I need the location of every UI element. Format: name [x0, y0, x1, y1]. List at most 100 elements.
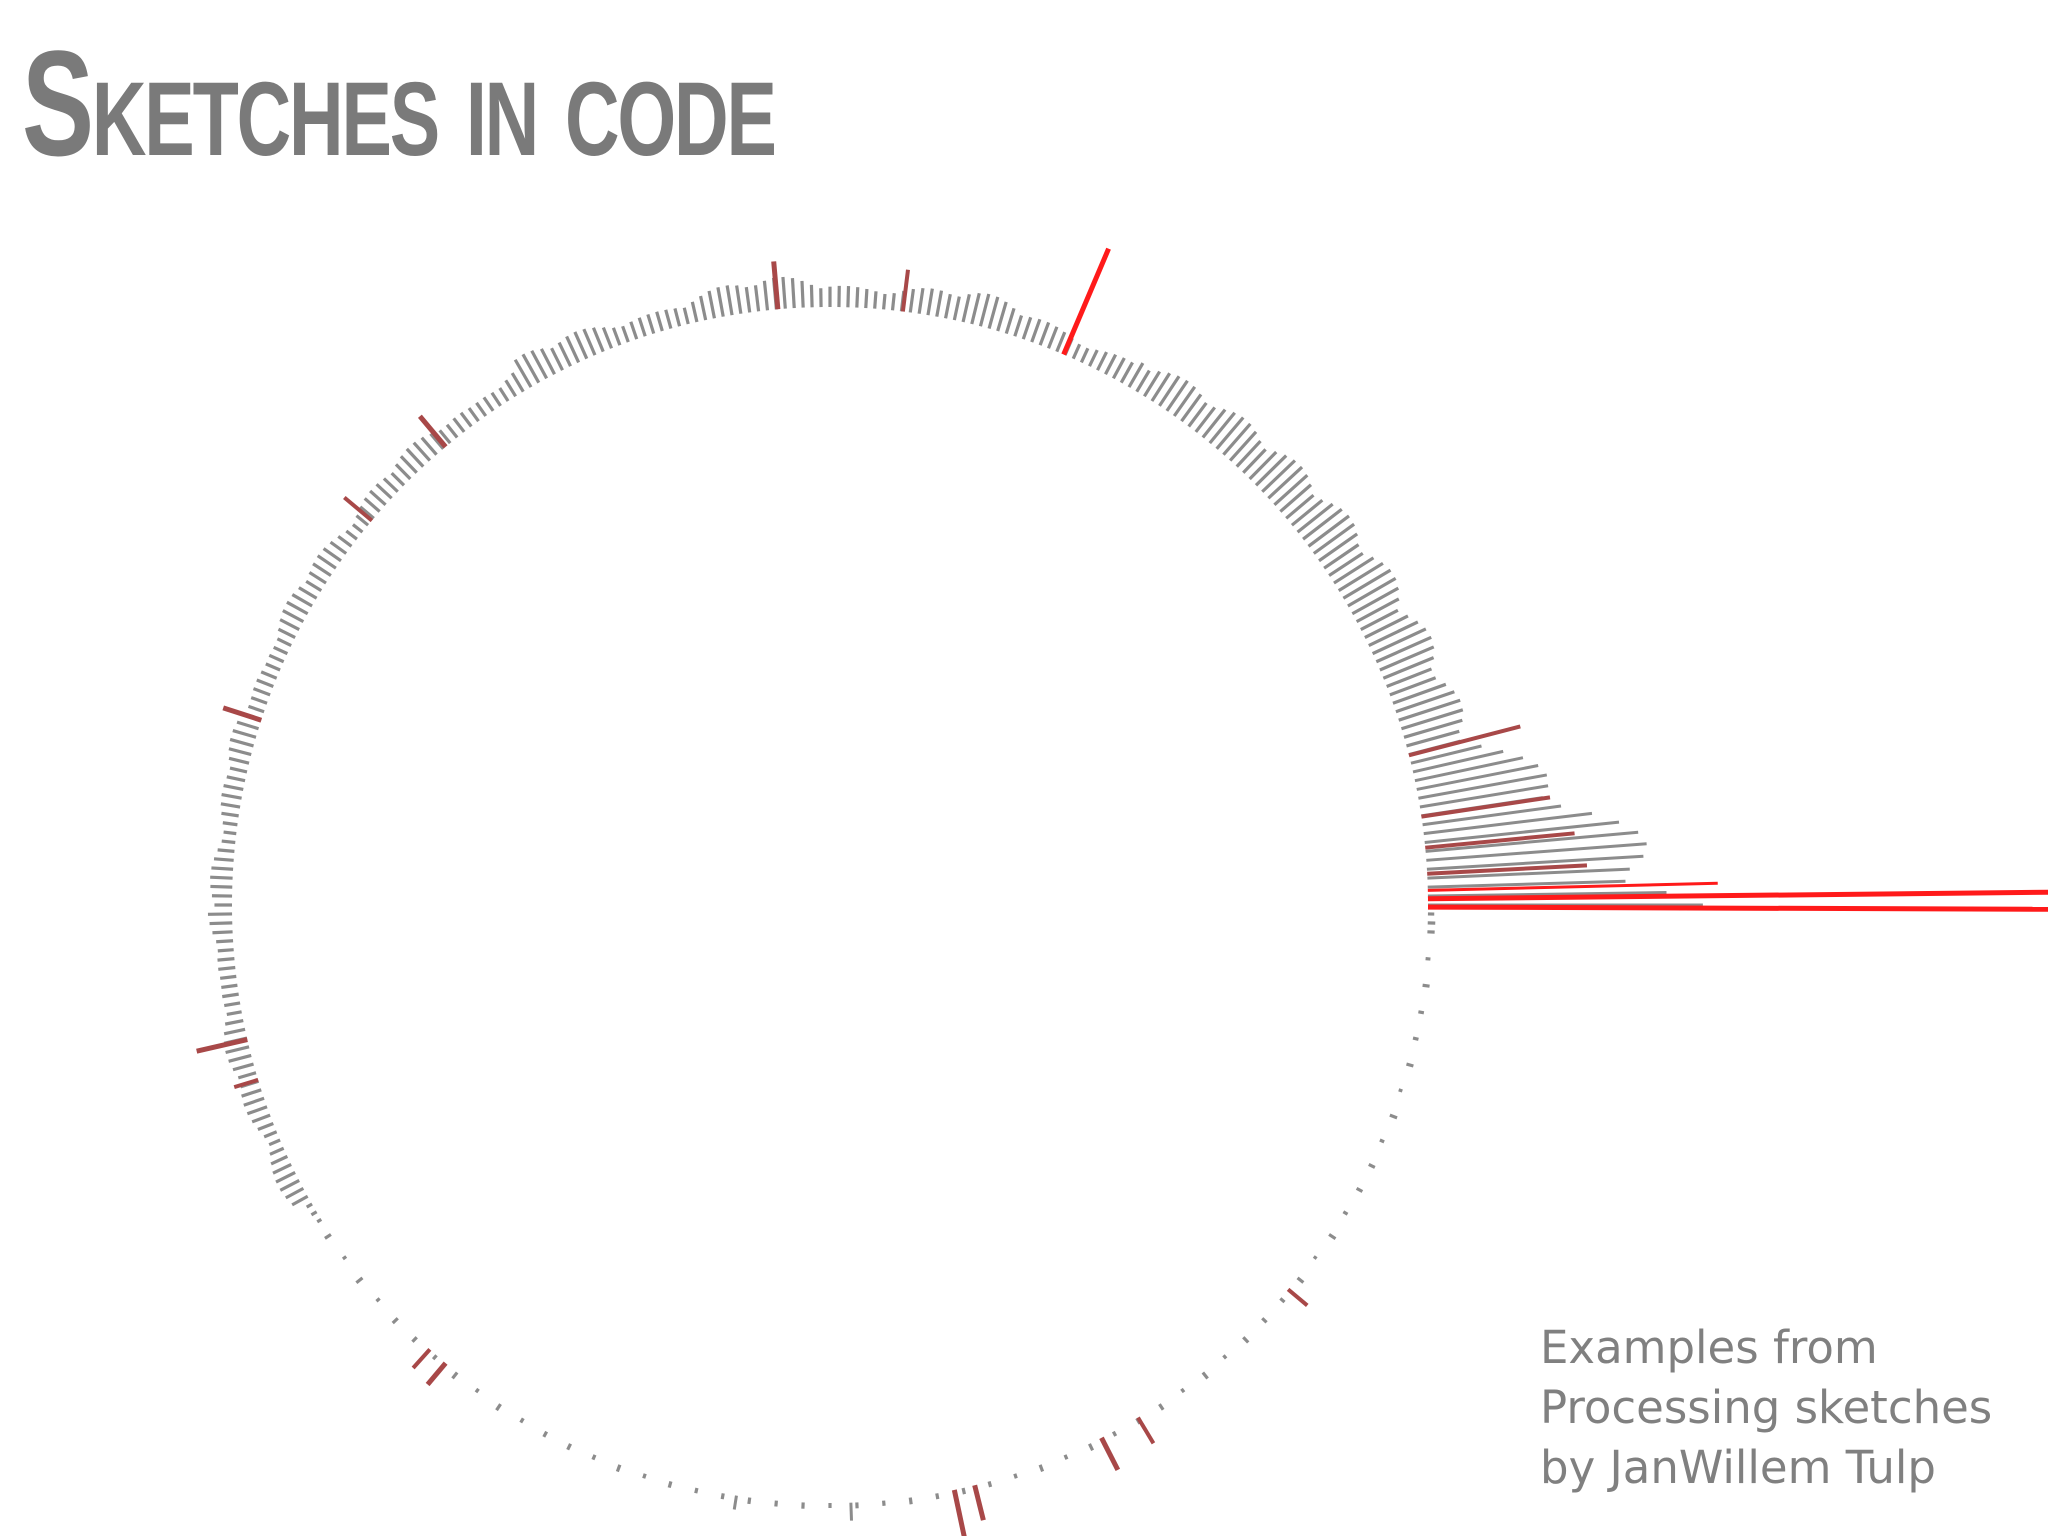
ring-bar [781, 276, 787, 309]
ring-bar [216, 939, 234, 944]
ring-bar [513, 358, 533, 388]
ring-bar [276, 637, 292, 647]
ring-bar [277, 627, 296, 639]
ring-bar [735, 285, 743, 314]
ring-bar [655, 311, 664, 332]
ring-bar [219, 974, 237, 980]
ring-bar [329, 540, 348, 555]
ring-bar [268, 653, 285, 664]
ring-bar [420, 436, 438, 456]
ring-bar [1412, 749, 1504, 774]
ring-bar [1422, 983, 1430, 988]
ring-bar [1038, 321, 1051, 346]
ring-bar [221, 811, 239, 818]
ring-bar [394, 463, 412, 481]
ring-bar [1142, 370, 1161, 398]
ring-bar-highlight [900, 269, 910, 312]
ring-bar [210, 884, 233, 889]
ring-bar [390, 472, 406, 487]
ring-bar [615, 1464, 622, 1473]
ring-bar [1426, 842, 1647, 862]
ring-bar [1267, 465, 1304, 500]
ring-bar [566, 1443, 572, 1451]
ring-bar [257, 1121, 274, 1132]
ring-bar [1228, 430, 1258, 462]
ring-bar [1318, 532, 1359, 563]
ring-bar [1368, 620, 1419, 647]
ring-bar [308, 571, 327, 585]
ring-bar-highlight [1421, 795, 1551, 819]
ring-bar [1079, 347, 1090, 364]
ring-bar [221, 793, 242, 800]
ring-bar [221, 992, 239, 999]
ring-bar [391, 1317, 399, 1325]
ring-bar [1180, 393, 1203, 423]
ring-bar-highlight [951, 1489, 967, 1536]
ring-bar [363, 497, 381, 513]
ring-bar [1222, 422, 1252, 456]
ring-bar [1235, 439, 1262, 468]
ring-bar [1379, 1138, 1385, 1144]
ring-bar [1427, 890, 1667, 898]
ring-bar [1013, 315, 1024, 337]
ring-bar [1342, 568, 1392, 600]
ring-bar [270, 1154, 289, 1166]
ring-bar [1426, 854, 1644, 871]
ring-bar [1392, 682, 1447, 705]
ring-bar [337, 535, 353, 548]
ring-bar [1328, 551, 1364, 577]
ring-bar [223, 1001, 241, 1008]
ring-bar [1333, 556, 1375, 585]
ring-bar [438, 429, 452, 445]
ring-bar [1254, 454, 1288, 487]
ring-bar [642, 1473, 647, 1479]
ring-bar [237, 1071, 257, 1080]
ring-bar [209, 921, 233, 926]
ring-bar [1424, 820, 1620, 844]
ring-bar [375, 1297, 381, 1303]
ring-bar [316, 554, 337, 570]
ring-bar [291, 593, 313, 608]
ring-bar [1419, 784, 1549, 809]
ring-bar [1096, 351, 1108, 371]
ring-bar [510, 372, 525, 393]
ring-bar [351, 523, 364, 534]
ring-bar [310, 1210, 318, 1217]
ring-bar [601, 326, 614, 349]
ring-bar [996, 301, 1008, 332]
ring-bar [282, 609, 305, 624]
ring-bar [272, 1163, 292, 1175]
ring-bar [217, 957, 235, 962]
ring-bar [961, 1487, 967, 1495]
ring-bar [1030, 318, 1042, 343]
ring-bar [943, 293, 952, 319]
ring-bar [1201, 408, 1227, 439]
ring-bar [1088, 1443, 1095, 1451]
ring-bar [504, 379, 518, 398]
ring-bar [243, 1096, 265, 1107]
ring-bar [286, 600, 309, 616]
ring-bar [539, 348, 556, 375]
ring-bar [1165, 379, 1189, 412]
ring-bar [1279, 1297, 1286, 1304]
ring-bar [241, 1088, 262, 1098]
ring-bar [629, 321, 639, 340]
ring-bar [694, 1487, 699, 1494]
ring-bar [855, 287, 860, 308]
ring-bar [222, 821, 238, 827]
ring-bar [1422, 804, 1562, 827]
ring-bar [382, 477, 399, 493]
ring-bar [369, 489, 387, 507]
ring-bar [744, 286, 752, 313]
ring-bar [1410, 744, 1482, 765]
ring-bar [246, 1105, 268, 1116]
ring-bar [565, 335, 581, 364]
ring-bar [1395, 690, 1455, 714]
ring-bar [1375, 635, 1432, 664]
ring-bar [747, 1497, 752, 1505]
ring-bar [355, 1276, 364, 1284]
ring-bar-highlight [1061, 247, 1111, 356]
ring-bar [790, 278, 796, 309]
ring-bar [316, 1217, 323, 1224]
ring-bar [646, 313, 656, 335]
